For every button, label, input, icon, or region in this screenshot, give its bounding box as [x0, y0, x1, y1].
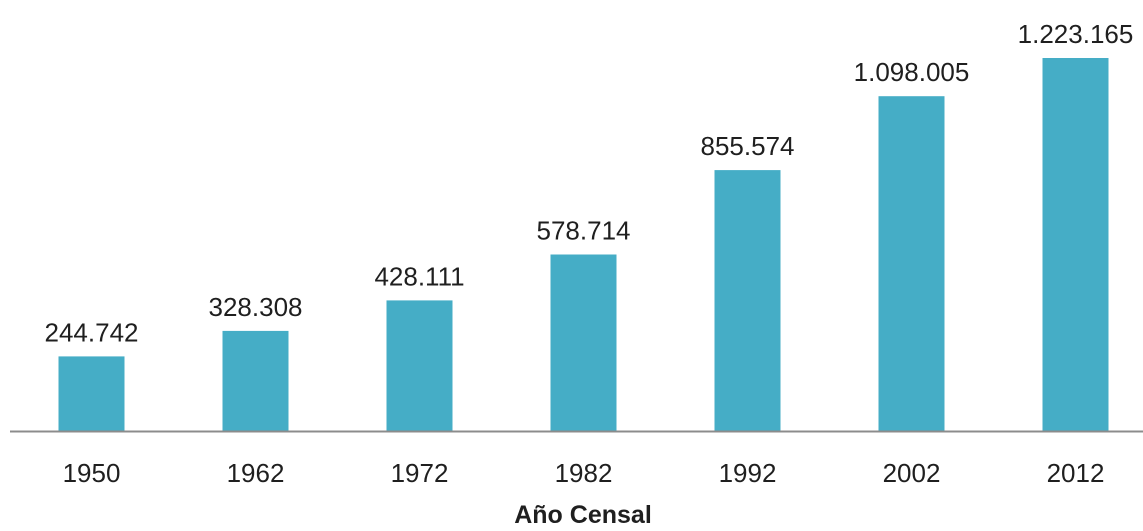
value-label-1992: 855.574 [701, 131, 795, 161]
x-tick-label-1992: 1992 [719, 458, 777, 488]
value-label-1950: 244.742 [45, 317, 139, 347]
value-label-1982: 578.714 [537, 216, 631, 246]
bar-2012 [1042, 58, 1109, 431]
value-label-2012: 1.223.165 [1018, 19, 1134, 49]
x-axis-title: Año Censal [514, 501, 652, 529]
x-tick-labels: 1950 1962 1972 1982 1992 2002 2012 [63, 458, 1105, 488]
bar-1950 [58, 356, 125, 431]
x-tick-label-2012: 2012 [1047, 458, 1105, 488]
x-tick-label-1982: 1982 [555, 458, 613, 488]
bar-1982 [550, 254, 617, 431]
x-tick-label-1962: 1962 [227, 458, 285, 488]
x-tick-label-2002: 2002 [883, 458, 941, 488]
value-label-2002: 1.098.005 [854, 57, 970, 87]
value-labels-layer: 244.742 328.308 428.111 578.714 855.574 1.098… [45, 19, 1134, 347]
bar-1972 [386, 300, 453, 431]
x-tick-label-1950: 1950 [63, 458, 121, 488]
bars-layer [58, 58, 1109, 431]
bar-1992 [714, 170, 781, 431]
value-label-1962: 328.308 [209, 292, 303, 322]
x-tick-label-1972: 1972 [391, 458, 449, 488]
bar-2002 [878, 96, 945, 431]
value-label-1972: 428.111 [374, 261, 464, 291]
bar-1962 [222, 330, 289, 431]
